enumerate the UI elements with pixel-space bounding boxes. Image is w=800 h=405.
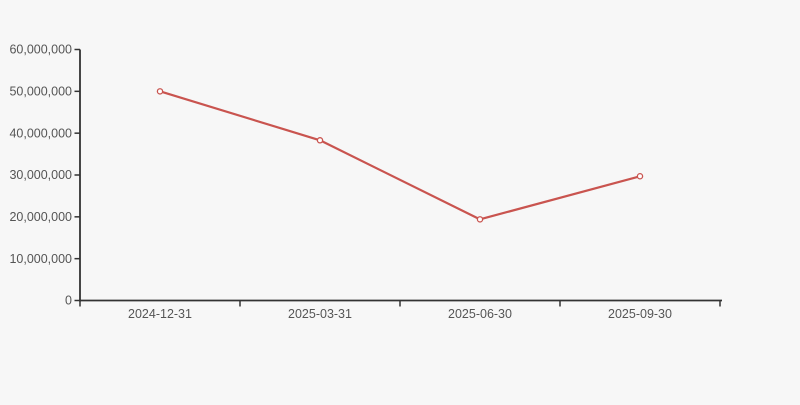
y-axis-tick-label: 30,000,000 <box>9 168 72 182</box>
series-line <box>158 90 642 221</box>
x-axis-tick-label: 2025-09-30 <box>608 307 672 321</box>
x-axis-tick-label: 2024-12-31 <box>128 307 192 321</box>
y-axis-tick-label: 40,000,000 <box>9 126 72 140</box>
x-axis-tick-label: 2025-03-31 <box>288 307 352 321</box>
x-axis-tick-label: 2025-06-30 <box>448 307 512 321</box>
data-point-marker[interactable] <box>316 137 324 144</box>
y-axis-tick-label: 60,000,000 <box>9 43 72 57</box>
data-point-marker[interactable] <box>476 216 484 223</box>
data-point-marker[interactable] <box>636 173 644 180</box>
y-axis-tick-label: 50,000,000 <box>9 85 72 99</box>
y-axis-tick-label: 10,000,000 <box>9 252 72 266</box>
data-point-marker[interactable] <box>156 88 164 95</box>
y-axis-tick-label: 0 <box>65 294 72 308</box>
y-axis-tick-label: 20,000,000 <box>9 210 72 224</box>
